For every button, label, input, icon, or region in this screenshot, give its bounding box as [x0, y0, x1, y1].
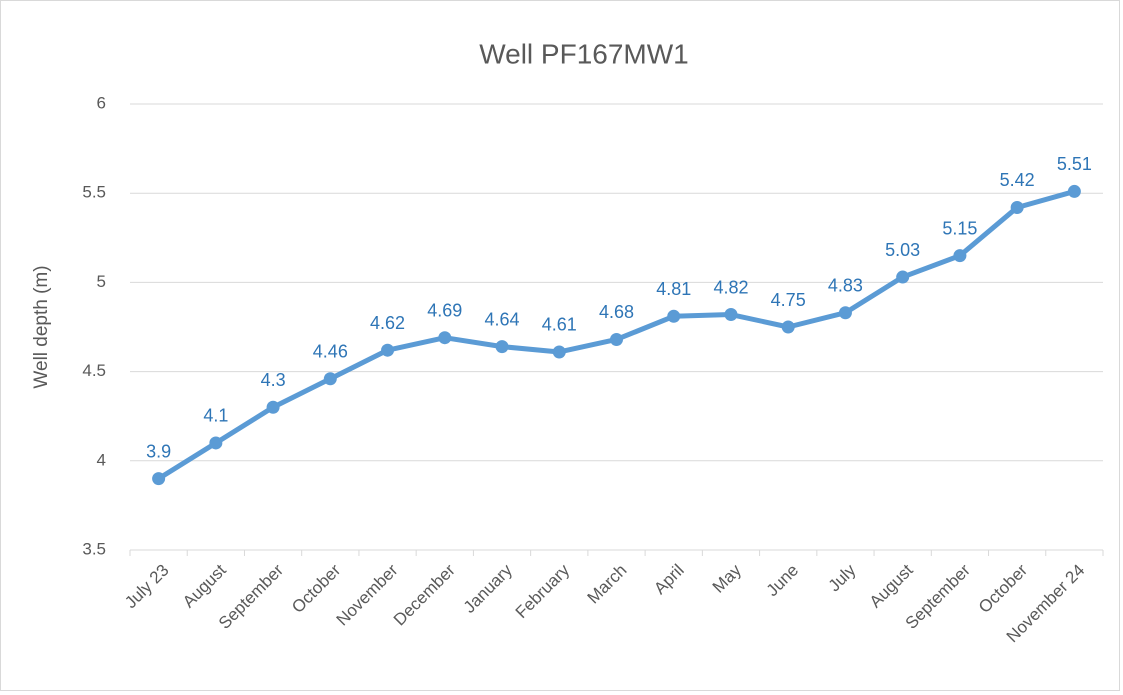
data-label: 5.42	[1000, 170, 1035, 190]
data-label: 5.03	[885, 240, 920, 260]
marker	[266, 400, 280, 414]
chart-title: Well PF167MW1	[479, 38, 689, 69]
data-label: 4.68	[599, 302, 634, 322]
data-label: 4.75	[771, 290, 806, 310]
data-label: 4.64	[485, 309, 520, 329]
data-label: 4.69	[427, 300, 462, 320]
data-label: 4.1	[203, 406, 228, 426]
marker	[152, 472, 166, 486]
marker	[209, 436, 223, 450]
data-label: 4.82	[713, 277, 748, 297]
marker	[896, 270, 910, 284]
data-label: 4.46	[313, 341, 348, 361]
y-axis-title: Well depth (m)	[31, 265, 52, 388]
marker	[381, 343, 395, 357]
marker	[667, 309, 681, 323]
marker	[953, 249, 967, 263]
data-label: 5.15	[942, 218, 977, 238]
marker	[724, 308, 738, 322]
data-label: 5.51	[1057, 154, 1092, 174]
y-tick-label: 5	[97, 272, 106, 291]
marker	[781, 320, 795, 334]
data-label: 4.3	[261, 370, 286, 390]
marker	[610, 332, 623, 346]
marker	[495, 340, 509, 354]
y-tick-label: 6	[97, 93, 106, 112]
data-label: 4.61	[542, 315, 577, 335]
marker	[838, 306, 852, 320]
y-tick-label: 3.5	[82, 539, 106, 558]
marker	[1010, 200, 1024, 214]
marker	[323, 372, 337, 386]
y-tick-label: 4.5	[82, 361, 106, 380]
data-label: 3.9	[146, 441, 171, 461]
y-tick-label: 4	[97, 450, 106, 469]
data-label: 4.81	[656, 279, 691, 299]
data-label: 4.83	[828, 275, 863, 295]
data-label: 4.62	[370, 313, 405, 333]
marker	[438, 331, 452, 345]
y-tick-label: 5.5	[82, 183, 106, 202]
marker	[1067, 184, 1081, 198]
marker	[552, 345, 566, 359]
